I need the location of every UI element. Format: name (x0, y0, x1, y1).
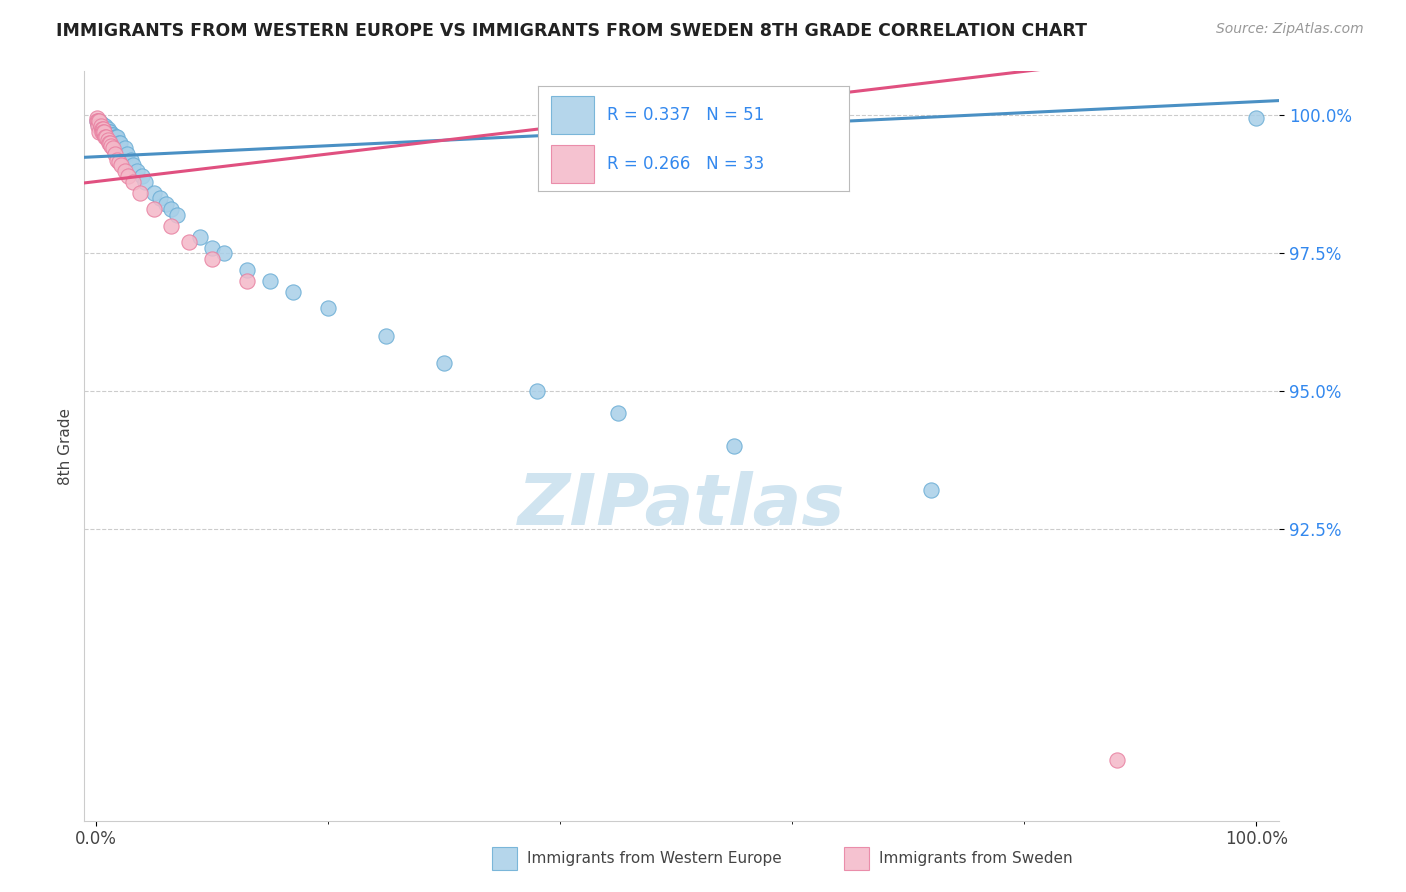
Point (283, 285, 305, 299)
Text: Immigrants from Sweden: Immigrants from Sweden (879, 852, 1073, 866)
Point (110, 136, 132, 150)
Point (723, 439, 745, 453)
Point (190, 229, 212, 244)
Point (236, 262, 259, 277)
Y-axis label: 8th Grade: 8th Grade (58, 408, 73, 484)
Point (86, 114, 108, 128)
Point (131, 169, 153, 183)
Point (114, 163, 136, 178)
Point (89, 114, 111, 128)
Point (129, 186, 152, 200)
Point (122, 175, 145, 189)
Point (98, 125, 121, 139)
Point (117, 147, 139, 161)
Point (125, 163, 148, 178)
Point (1244, 112, 1267, 126)
Point (375, 328, 398, 343)
Point (100, 128, 122, 142)
Point (87, 120, 110, 134)
Point (87, 114, 110, 128)
Point (160, 219, 183, 233)
Point (236, 274, 259, 288)
Point (1105, 753, 1128, 767)
Point (103, 128, 125, 142)
Text: Immigrants from Western Europe: Immigrants from Western Europe (527, 852, 782, 866)
Point (110, 158, 132, 172)
Point (89, 125, 111, 139)
Point (94, 120, 117, 134)
Point (90, 125, 112, 139)
Point (920, 483, 942, 497)
Text: Source: ZipAtlas.com: Source: ZipAtlas.com (1216, 22, 1364, 37)
Point (96, 125, 118, 139)
Point (143, 186, 166, 200)
Point (201, 252, 224, 266)
Point (97, 133, 120, 147)
Point (90, 120, 112, 134)
Point (93, 125, 115, 139)
Point (96, 130, 118, 145)
Point (104, 130, 127, 145)
Point (134, 175, 156, 189)
Point (143, 202, 166, 216)
Point (105, 153, 128, 167)
Point (316, 301, 339, 316)
Point (86, 114, 108, 128)
Point (87, 117, 110, 131)
Point (90, 120, 112, 134)
Point (526, 384, 548, 398)
Point (90, 120, 112, 134)
Point (120, 153, 142, 167)
Point (89, 117, 111, 131)
Point (98, 136, 121, 150)
Point (108, 155, 131, 169)
Point (93, 120, 115, 134)
Point (97, 125, 120, 139)
Point (259, 274, 281, 288)
Point (114, 141, 136, 155)
Text: IMMIGRANTS FROM WESTERN EUROPE VS IMMIGRANTS FROM SWEDEN 8TH GRADE CORRELATION C: IMMIGRANTS FROM WESTERN EUROPE VS IMMIGR… (56, 22, 1087, 40)
Point (103, 141, 125, 155)
Point (97, 136, 120, 150)
Point (149, 191, 172, 205)
Point (101, 128, 124, 142)
Point (177, 235, 200, 249)
Point (103, 147, 125, 161)
Point (212, 246, 235, 260)
Point (91, 122, 114, 136)
Point (117, 169, 139, 183)
Point (86, 112, 108, 126)
Point (108, 136, 131, 150)
Point (103, 130, 125, 145)
Point (100, 138, 122, 153)
Point (433, 356, 456, 370)
Point (201, 241, 224, 255)
Point (94, 130, 117, 145)
Point (166, 208, 188, 222)
Point (87, 114, 110, 128)
Point (97, 125, 120, 139)
Point (155, 196, 177, 211)
Point (97, 122, 120, 136)
Point (122, 158, 145, 172)
Point (89, 114, 111, 128)
Point (90, 117, 112, 131)
Point (93, 122, 115, 136)
Point (105, 130, 128, 145)
Point (160, 202, 183, 216)
Point (607, 406, 630, 420)
Point (91, 125, 114, 139)
Text: ZIPatlas: ZIPatlas (519, 472, 845, 541)
Point (90, 122, 112, 136)
Point (91, 120, 114, 134)
